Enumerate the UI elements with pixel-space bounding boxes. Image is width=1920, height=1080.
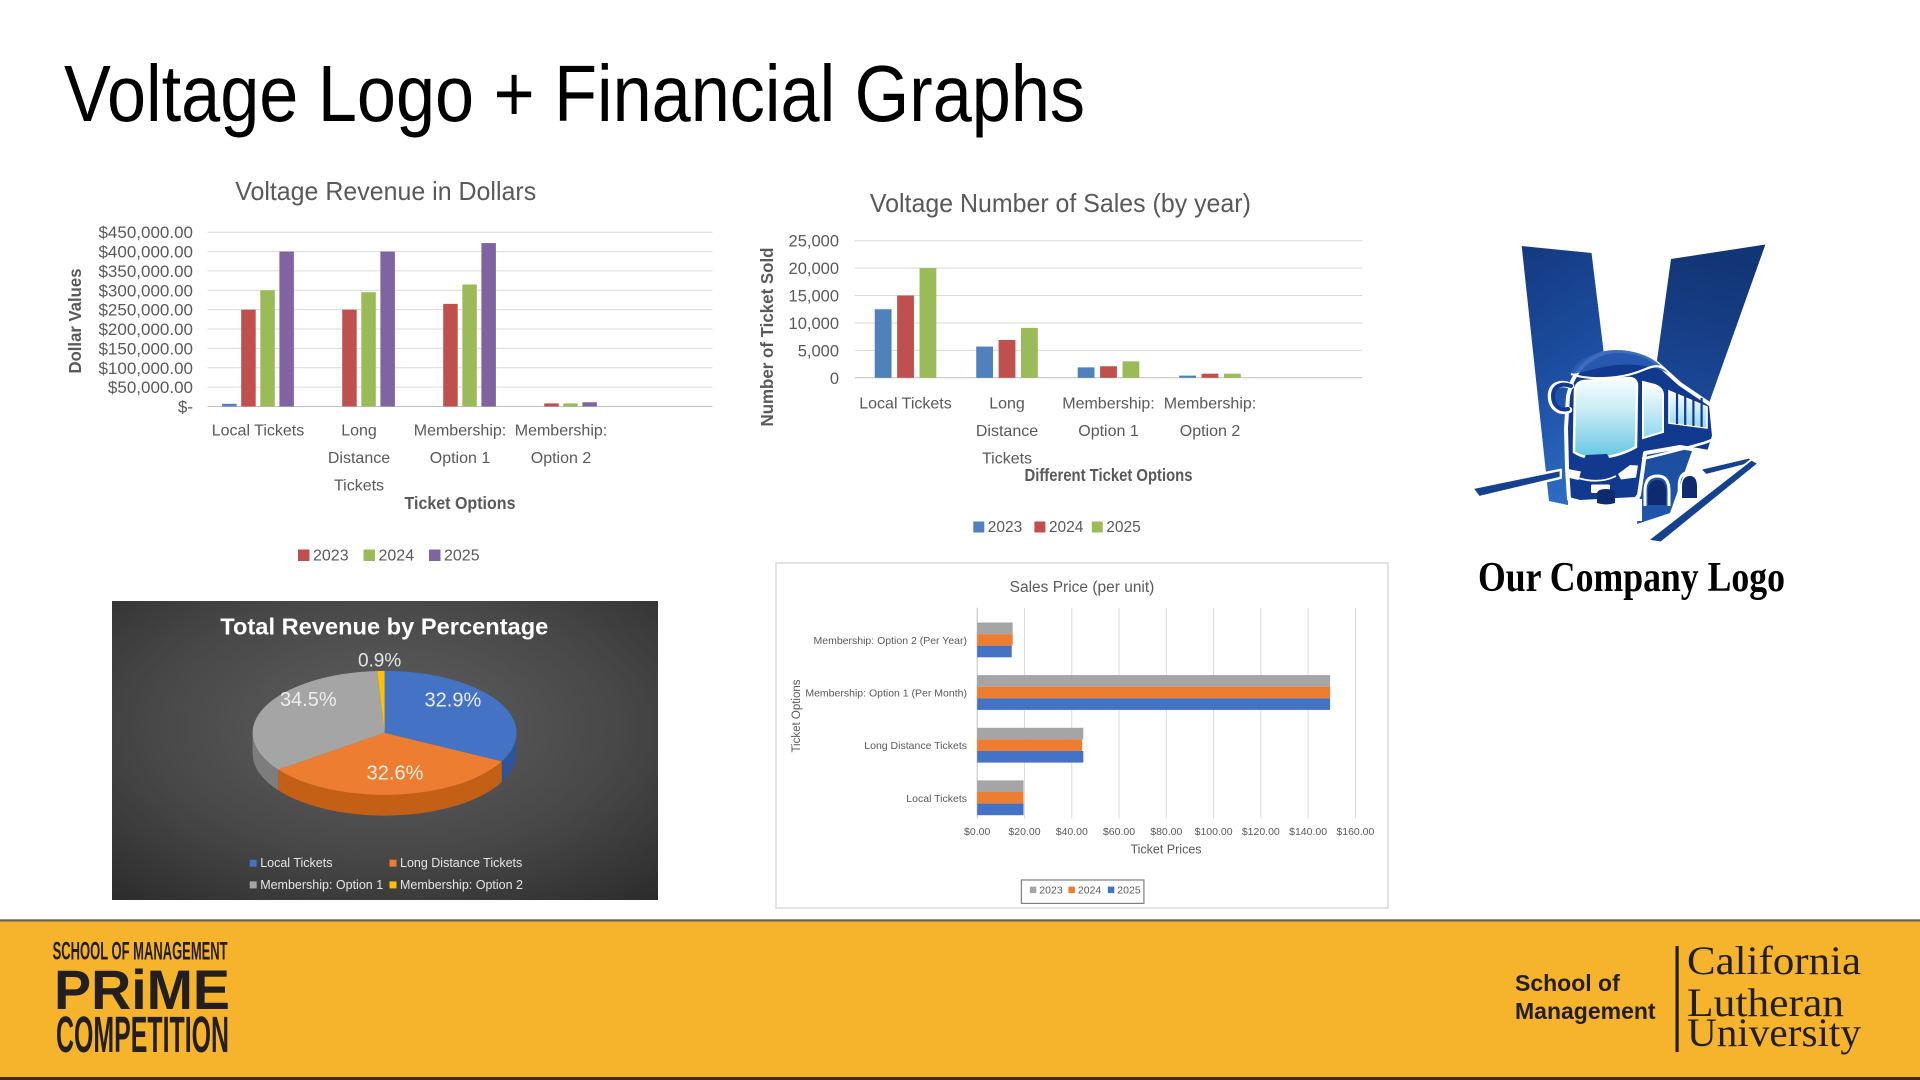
svg-text:15,000: 15,000: [789, 288, 839, 306]
svg-text:$160.00: $160.00: [1336, 826, 1374, 838]
svg-text:Option 1: Option 1: [430, 450, 491, 467]
svg-text:Membership: Option 1 (Per Mont: Membership: Option 1 (Per Month): [805, 688, 967, 700]
svg-text:2024: 2024: [1049, 519, 1084, 536]
svg-text:Different Ticket Options: Different Ticket Options: [1025, 465, 1193, 485]
svg-text:10,000: 10,000: [789, 315, 839, 333]
svg-text:SCHOOL OF MANAGEMENT: SCHOOL OF MANAGEMENT: [53, 938, 228, 966]
svg-text:$50,000.00: $50,000.00: [108, 378, 193, 397]
svg-text:$150,000.00: $150,000.00: [98, 339, 193, 358]
svg-text:$250,000.00: $250,000.00: [98, 301, 193, 320]
svg-text:University: University: [1687, 1010, 1861, 1055]
svg-text:Tickets: Tickets: [982, 450, 1032, 467]
svg-text:2024: 2024: [1078, 885, 1102, 897]
svg-text:Membership: Option 2 (Per Year: Membership: Option 2 (Per Year): [814, 635, 968, 647]
svg-text:5,000: 5,000: [798, 342, 839, 360]
svg-text:Membership:: Membership:: [1062, 396, 1154, 413]
svg-text:$450,000.00: $450,000.00: [98, 223, 193, 242]
svg-text:Membership:: Membership:: [414, 423, 506, 440]
svg-text:$350,000.00: $350,000.00: [98, 262, 193, 281]
svg-text:Ticket Options: Ticket Options: [405, 493, 516, 513]
svg-text:Long: Long: [341, 423, 377, 440]
svg-text:2023: 2023: [313, 548, 349, 565]
svg-text:Distance: Distance: [976, 423, 1038, 440]
svg-text:$400,000.00: $400,000.00: [98, 243, 193, 262]
svg-text:Local Tickets: Local Tickets: [260, 856, 332, 870]
svg-text:2025: 2025: [444, 548, 480, 565]
svg-text:Lutheran: Lutheran: [1687, 980, 1844, 1025]
svg-text:$140.00: $140.00: [1289, 826, 1327, 838]
svg-text:Number of Ticket Sold: Number of Ticket Sold: [757, 248, 777, 427]
svg-text:2023: 2023: [988, 519, 1022, 536]
svg-text:Voltage Revenue in Dollars: Voltage Revenue in Dollars: [235, 176, 536, 206]
svg-text:California: California: [1687, 938, 1861, 983]
svg-text:COMPETITION: COMPETITION: [56, 1006, 229, 1063]
svg-text:Voltage Number of Sales (by ye: Voltage Number of Sales (by year): [870, 188, 1251, 218]
svg-text:Local Tickets: Local Tickets: [212, 423, 304, 440]
svg-text:Ticket Prices: Ticket Prices: [1130, 843, 1201, 857]
svg-text:Option 2: Option 2: [1180, 423, 1241, 440]
svg-text:$20.00: $20.00: [1008, 826, 1040, 838]
svg-text:Dollar Values: Dollar Values: [65, 268, 85, 373]
svg-text:Local Tickets: Local Tickets: [859, 396, 951, 413]
svg-text:Long Distance Tickets: Long Distance Tickets: [400, 856, 522, 870]
svg-text:20,000: 20,000: [789, 260, 839, 278]
svg-text:Option 1: Option 1: [1078, 423, 1139, 440]
svg-text:Sales Price (per unit): Sales Price (per unit): [1010, 579, 1155, 596]
svg-text:2024: 2024: [379, 548, 415, 565]
svg-text:Long Distance Tickets: Long Distance Tickets: [864, 740, 967, 752]
svg-text:$80.00: $80.00: [1150, 826, 1182, 838]
svg-text:$-: $-: [178, 398, 193, 417]
svg-text:Membership:: Membership:: [515, 423, 607, 440]
svg-text:Local Tickets: Local Tickets: [906, 793, 967, 805]
svg-text:$120.00: $120.00: [1242, 826, 1280, 838]
svg-text:$60.00: $60.00: [1103, 826, 1135, 838]
svg-text:25,000: 25,000: [789, 233, 839, 251]
svg-text:32.6%: 32.6%: [367, 763, 424, 785]
svg-text:School of: School of: [1515, 970, 1620, 996]
svg-text:Membership: Option 2: Membership: Option 2: [400, 878, 523, 892]
svg-text:Ticket Options: Ticket Options: [791, 679, 803, 752]
svg-text:$0.00: $0.00: [964, 826, 990, 838]
svg-text:Total Revenue by Percentage: Total Revenue by Percentage: [220, 614, 548, 640]
svg-text:Tickets: Tickets: [334, 477, 384, 494]
svg-text:Distance: Distance: [328, 450, 390, 467]
svg-text:2023: 2023: [1039, 885, 1063, 897]
svg-text:0: 0: [830, 370, 839, 388]
svg-text:Management: Management: [1515, 998, 1656, 1024]
svg-text:Membership:: Membership:: [1164, 396, 1256, 413]
svg-text:$100.00: $100.00: [1195, 826, 1233, 838]
svg-text:$300,000.00: $300,000.00: [98, 281, 193, 300]
svg-text:Voltage Logo + Financial Graph: Voltage Logo + Financial Graphs: [64, 49, 1085, 138]
svg-text:Long: Long: [989, 396, 1025, 413]
svg-text:$200,000.00: $200,000.00: [98, 320, 193, 339]
svg-text:2025: 2025: [1117, 885, 1141, 897]
svg-text:2025: 2025: [1106, 519, 1140, 536]
svg-text:PRiME: PRiME: [54, 958, 230, 1021]
svg-text:$100,000.00: $100,000.00: [98, 359, 193, 378]
svg-text:34.5%: 34.5%: [280, 689, 337, 711]
svg-text:Option 2: Option 2: [531, 450, 592, 467]
svg-text:$40.00: $40.00: [1056, 826, 1088, 838]
svg-text:32.9%: 32.9%: [425, 690, 482, 712]
svg-text:Membership: Option 1: Membership: Option 1: [260, 878, 383, 892]
svg-text:Our Company Logo: Our Company Logo: [1478, 555, 1785, 601]
svg-text:0.9%: 0.9%: [358, 651, 401, 672]
